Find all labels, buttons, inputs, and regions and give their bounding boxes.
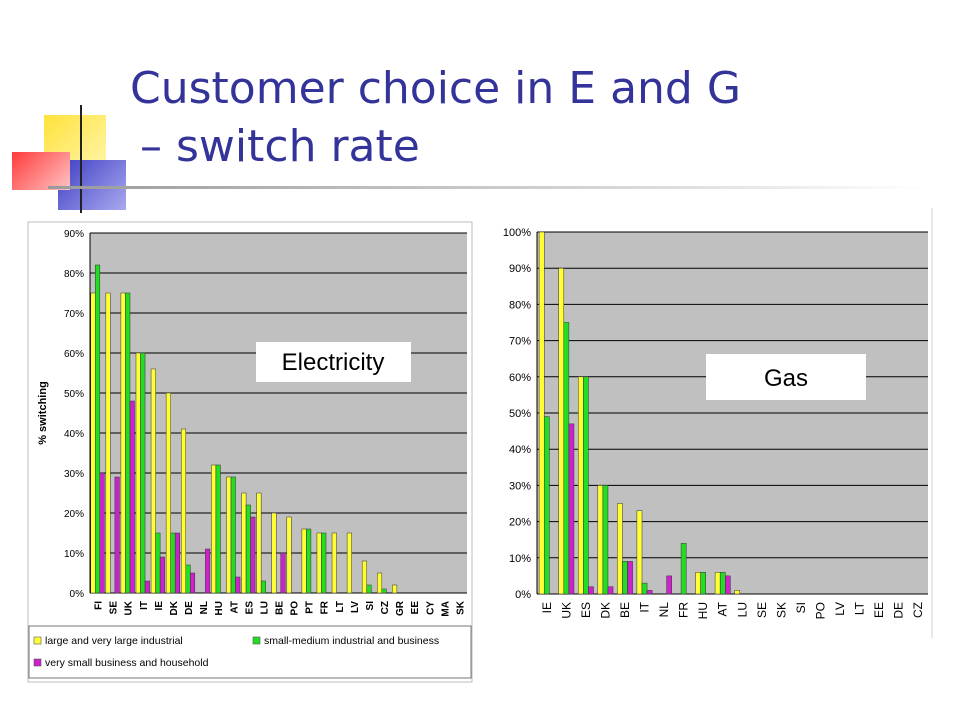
decorative-vertical-line [80,105,82,213]
elec-x-tick-label: CZ [380,601,391,614]
legend-swatch-small-medium [252,636,261,645]
elec-bar [321,532,327,594]
elec-y-tick-label: 0% [70,589,85,600]
elec-x-tick-label: SE [109,601,120,615]
elec-x-tick-label: IT [139,601,150,610]
elec-bar [135,352,141,594]
elec-bar [159,556,165,594]
elec-x-tick-label: EE [410,601,421,615]
elec-bar [99,472,105,594]
elec-bar [377,572,383,594]
elec-bar [331,532,337,594]
legend-swatch-household [33,658,42,667]
elec-bar [381,588,387,594]
title-underline [48,186,928,189]
elec-bar [316,532,322,594]
elec-bar [241,492,247,594]
elec-bar [211,464,217,594]
elec-x-tick-label: LV [350,601,361,613]
elec-x-tick-label: IE [154,601,165,611]
elec-bar [155,532,161,594]
elec-x-tick-label: GR [395,600,406,616]
elec-bar [280,552,286,594]
elec-bar [95,264,101,594]
elec-x-tick-label: LU [259,601,270,614]
elec-bar [125,292,131,594]
elec-x-tick-label: CY [425,601,436,615]
legend-swatch-large-industrial [33,636,42,645]
elec-x-tick-label: SI [365,601,376,611]
elec-y-tick-label: 70% [64,309,84,320]
elec-bar [215,464,221,594]
elec-bar [226,476,232,594]
legend-label-large-industrial: large and very large industrial [45,635,183,647]
elec-x-tick-label: MA [440,601,451,617]
elec-x-tick-label: ES [244,601,255,615]
elec-y-tick-label: 40% [64,429,84,440]
elec-bar [250,516,256,594]
elec-bar [256,492,262,594]
elec-bar [245,504,251,594]
elec-bar [286,516,292,594]
elec-y-tick-label: 60% [64,349,84,360]
elec-x-tick-label: FI [94,601,105,610]
elec-bar [105,292,111,594]
elec-bar [174,532,180,594]
elec-bar [150,368,156,594]
elec-bar [170,532,176,594]
elec-bar [366,584,372,594]
elec-y-tick-label: 10% [64,549,84,560]
elec-x-tick-label: PT [305,601,316,614]
elec-x-tick-label: AT [229,601,240,614]
elec-bar [306,528,312,594]
elec-x-tick-label: SK [455,600,466,615]
decorative-red-square [12,152,70,190]
elec-bar [140,352,146,594]
elec-bar [361,560,367,594]
elec-y-tick-label: 90% [64,229,84,240]
elec-bar [90,292,96,594]
elec-bar [165,392,171,594]
elec-bar [114,476,120,594]
elec-y-tick-label: 80% [64,269,84,280]
elec-y-tick-label: 30% [64,469,84,480]
elec-x-tick-label: BE [275,601,286,615]
legend-label-household: very small business and household [45,657,209,669]
elec-bar [205,548,211,594]
elec-bar [190,572,196,594]
elec-x-tick-label: PO [290,601,301,616]
elec-y-tick-label: 50% [64,389,84,400]
electricity-label: Electricity [282,349,385,376]
electricity-legend-box [28,625,472,679]
elec-x-tick-label: DE [184,601,195,615]
slide-title: Customer choice in E and G – switch rate [130,60,930,176]
elec-bar [260,580,266,594]
legend-label-small-medium: small-medium industrial and business [264,635,439,647]
elec-bar [129,400,135,594]
title-line-2: – switch rate [140,121,420,172]
elec-bar [271,512,277,594]
elec-x-tick-label: HU [214,601,225,615]
elec-bar [144,580,150,594]
elec-bar [392,584,398,594]
elec-x-tick-label: UK [124,600,135,615]
elec-y-tick-label: 20% [64,509,84,520]
elec-x-tick-label: FR [320,600,331,614]
elec-bar [230,476,236,594]
electricity-label-box [256,342,411,382]
elec-bar [120,292,126,594]
elec-bar [346,532,352,594]
elec-bar [180,428,187,594]
title-line-1: Customer choice in E and G [130,63,741,114]
elec-x-tick-label: LT [335,601,346,612]
electricity-y-axis-label: % switching [37,381,49,445]
elec-bar [301,528,307,594]
elec-x-tick-label: NL [199,601,210,614]
elec-x-tick-label: DK [169,600,180,615]
elec-bar [185,564,191,594]
elec-bar [235,576,241,594]
electricity-plot-area [90,233,467,593]
